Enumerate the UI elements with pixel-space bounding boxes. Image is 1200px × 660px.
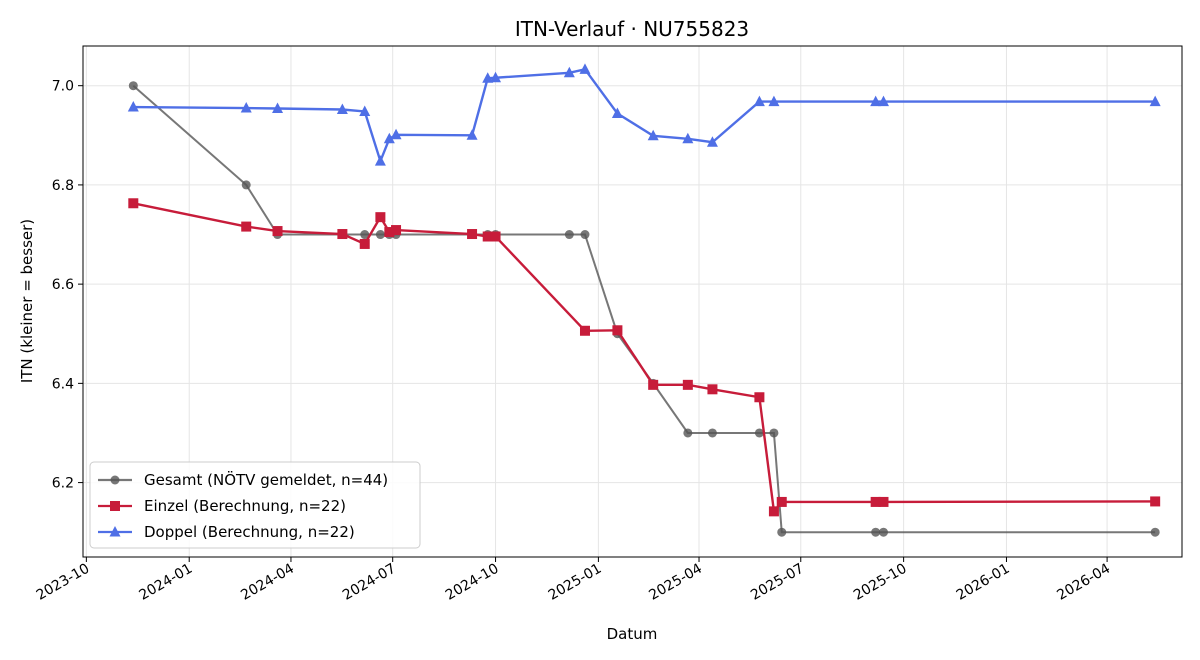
legend-label: Gesamt (NÖTV gemeldet, n=44)	[144, 470, 388, 489]
x-tick-label: 2025-10	[851, 561, 910, 604]
data-point	[490, 231, 501, 242]
data-point	[776, 496, 787, 507]
data-point	[870, 496, 881, 507]
data-point	[128, 81, 138, 91]
legend-marker	[110, 501, 120, 511]
data-point	[482, 72, 494, 83]
data-point	[127, 101, 139, 112]
x-tick-label: 2026-01	[954, 561, 1013, 604]
data-point	[683, 428, 693, 438]
data-point	[769, 428, 779, 438]
data-point	[870, 95, 882, 107]
data-point	[360, 230, 370, 240]
x-tick-label: 2025-01	[546, 561, 605, 604]
data-point	[359, 105, 371, 116]
data-point	[391, 225, 402, 236]
data-point	[768, 506, 779, 517]
data-point	[612, 325, 623, 336]
data-point	[611, 107, 623, 118]
legend-label: Doppel (Berechnung, n=22)	[144, 523, 355, 541]
x-tick-label: 2025-04	[646, 561, 705, 604]
plot-frame	[82, 45, 1183, 558]
y-tick-label: 6.4	[52, 376, 74, 392]
x-tick-label: 2024-01	[137, 561, 196, 604]
data-point	[706, 136, 718, 147]
series-line	[133, 67, 1156, 165]
data-point	[878, 496, 889, 507]
data-point	[359, 238, 370, 249]
data-point	[1149, 95, 1161, 107]
legend-marker	[109, 526, 121, 537]
data-point	[871, 527, 881, 537]
data-point	[375, 230, 385, 240]
data-point	[754, 392, 765, 403]
x-tick-label: 2024-07	[340, 561, 399, 604]
data-point	[390, 128, 402, 140]
data-point	[564, 230, 574, 240]
data-point	[272, 102, 284, 114]
legend-label: Einzel (Berechnung, n=22)	[144, 497, 346, 515]
x-tick-label: 2023-10	[34, 561, 93, 604]
series-2	[127, 63, 1161, 166]
y-tick-label: 7.0	[52, 79, 74, 95]
x-tick-label: 2024-04	[238, 561, 297, 604]
data-point	[753, 95, 765, 107]
data-point	[579, 325, 590, 336]
data-point	[337, 229, 348, 240]
legend-items: Gesamt (NÖTV gemeldet, n=44) Einzel (Bere…	[98, 470, 388, 541]
data-point	[877, 95, 889, 107]
data-point	[482, 231, 493, 242]
data-point	[1150, 527, 1160, 537]
data-point	[128, 198, 139, 209]
data-point	[647, 129, 659, 141]
series-line	[132, 84, 1156, 534]
x-tick-label: 2024-10	[443, 561, 502, 604]
y-tick-label: 6.2	[52, 476, 74, 492]
chart-title: ITN-Verlauf · NU755823	[515, 17, 749, 41]
series-layer	[127, 63, 1161, 537]
data-point	[563, 66, 575, 78]
data-point	[707, 384, 718, 395]
x-axis-label: Datum	[607, 625, 658, 643]
data-point	[648, 379, 659, 390]
x-tick-label: 2025-07	[748, 561, 807, 604]
y-tick-label: 6.6	[52, 277, 74, 293]
data-point	[384, 227, 395, 238]
data-point	[240, 102, 252, 113]
data-point	[466, 129, 478, 140]
data-point	[768, 95, 780, 107]
data-point	[467, 229, 478, 240]
x-tick-label: 2026-04	[1054, 561, 1113, 604]
data-point	[490, 71, 502, 83]
legend: Gesamt (NÖTV gemeldet, n=44) Einzel (Bere…	[89, 461, 421, 549]
data-point	[383, 132, 395, 144]
data-point	[777, 527, 787, 537]
y-axis-label: ITN (kleiner = besser)	[18, 219, 36, 383]
data-point	[682, 379, 693, 390]
y-tick-label: 6.8	[52, 178, 74, 194]
data-point	[336, 103, 348, 115]
data-point	[579, 63, 591, 74]
data-point	[707, 428, 717, 438]
data-point	[241, 221, 252, 232]
data-point	[1150, 496, 1161, 507]
data-point	[374, 155, 386, 166]
data-point	[682, 132, 694, 144]
legend-box	[89, 461, 421, 549]
legend-marker	[110, 475, 120, 485]
data-point	[878, 527, 888, 537]
data-point	[375, 212, 386, 223]
data-point	[754, 428, 764, 438]
data-point	[580, 230, 590, 240]
data-point	[241, 180, 251, 190]
data-point	[272, 226, 283, 237]
series-1	[128, 198, 1161, 517]
